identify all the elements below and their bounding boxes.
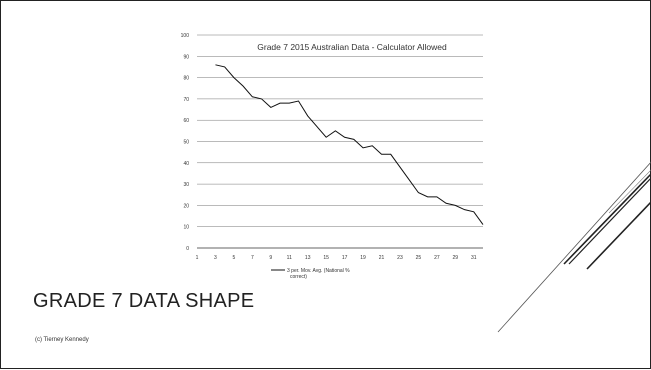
x-tick-label: 23: [397, 255, 403, 261]
y-tick-label: 70: [183, 97, 189, 103]
x-tick-label: 11: [287, 255, 292, 261]
y-tick-label: 60: [183, 118, 189, 124]
deco-line-5: [608, 169, 651, 214]
x-tick-label: 15: [323, 255, 329, 261]
y-tick-label: 90: [183, 54, 189, 60]
series-line-0: [215, 64, 484, 225]
x-tick-labels: 1 3 5 7 9 11 13 15 17 19 21 23 25 27 29 31: [196, 255, 477, 261]
x-tick-label: 27: [434, 255, 440, 261]
x-tick-label: 1: [196, 255, 199, 261]
x-tick-label: 29: [453, 255, 459, 261]
x-tick-label: 5: [233, 255, 236, 261]
footer-copyright: (c) Tierney Kennedy: [35, 337, 89, 343]
x-tick-label: 7: [251, 255, 254, 261]
y-tick-label: 40: [183, 161, 189, 167]
y-tick-label: 0: [186, 246, 189, 252]
legend-label: 3 per. Mov. Avg. (National %: [287, 268, 350, 274]
deco-line-2: [563, 172, 651, 265]
x-tick-label: 9: [269, 255, 272, 261]
x-tick-label: 25: [416, 255, 422, 261]
y-tick-label: 50: [183, 140, 189, 146]
chart: Grade 7 2015 Australian Data - Calculato…: [171, 27, 496, 291]
y-tick-label: 80: [183, 76, 189, 82]
y-tick-label: 20: [183, 203, 189, 209]
legend: 3 per. Mov. Avg. (National %correct): [271, 268, 350, 280]
chart-svg: Grade 7 2015 Australian Data - Calculato…: [181, 33, 484, 280]
grid: [197, 34, 483, 249]
x-tick-label: 21: [379, 255, 385, 261]
deco-line-3: [568, 177, 651, 265]
deco-line-1: [497, 161, 651, 333]
x-tick-label: 3: [214, 255, 217, 261]
slide-title: GRADE 7 DATA SHAPE: [33, 290, 255, 312]
y-tick-label: 10: [183, 225, 189, 231]
x-tick-label: 13: [305, 255, 311, 261]
legend-label: correct): [290, 274, 307, 280]
series-group: [215, 64, 484, 225]
x-tick-label: 31: [471, 255, 477, 261]
y-tick-label: 100: [181, 33, 190, 39]
x-tick-label: 19: [360, 255, 366, 261]
y-tick-label: 30: [183, 182, 189, 188]
x-tick-label: 17: [342, 255, 348, 261]
chart-title: Grade 7 2015 Australian Data - Calculato…: [257, 42, 447, 52]
y-tick-labels: 0 10 20 30 40 50 60 70 80 90 100: [181, 33, 190, 252]
deco-line-4: [586, 200, 651, 270]
